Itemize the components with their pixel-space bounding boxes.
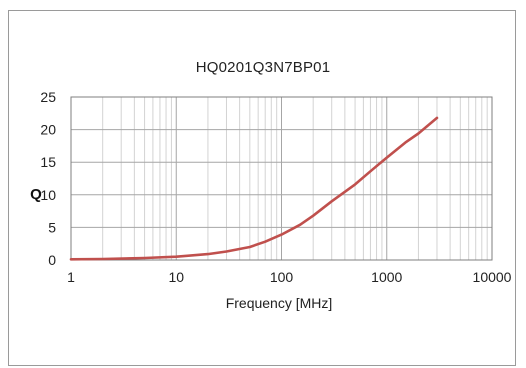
y-tick-label: 20	[40, 122, 56, 138]
y-axis-label: Q	[30, 186, 42, 203]
x-tick-label: 1000	[371, 269, 402, 285]
y-tick-label: 25	[40, 89, 56, 105]
minor-gridlines	[102, 97, 488, 260]
y-tick-label: 0	[48, 252, 56, 268]
x-tick-label: 10000	[473, 269, 512, 285]
chart-title: HQ0201Q3N7BP01	[195, 59, 331, 76]
x-tick-label: 1	[67, 269, 75, 285]
x-tick-label: 100	[270, 269, 294, 285]
y-axis-ticks: 0 5 10 15 20 25	[40, 89, 56, 268]
x-tick-label: 10	[168, 269, 184, 285]
y-tick-label: 15	[40, 154, 56, 170]
y-tick-label: 5	[48, 219, 56, 235]
series-layer	[69, 116, 439, 261]
q-series-line	[69, 116, 439, 261]
y-tick-label: 10	[40, 187, 56, 203]
x-axis-ticks: 1 10 100 1000 10000	[67, 269, 512, 285]
x-axis-label: Frequency [MHz]	[226, 295, 333, 311]
plot-area-border	[70, 96, 493, 261]
chart-frame	[8, 10, 516, 366]
